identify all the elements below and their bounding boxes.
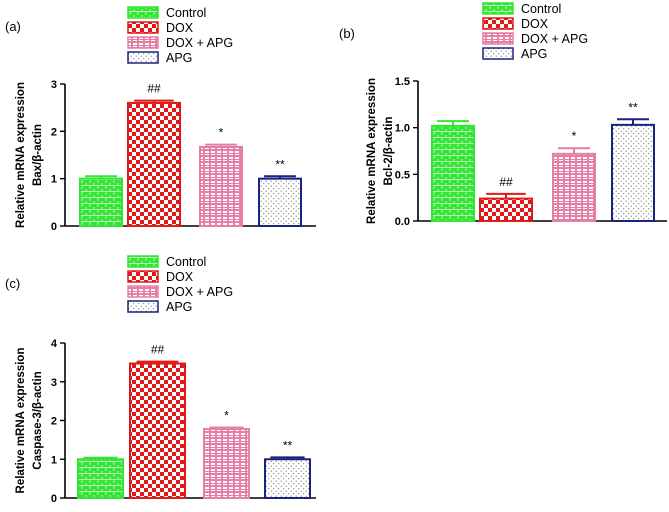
legend-label: APG	[166, 300, 192, 314]
legend-label: DOX	[521, 17, 549, 31]
legend-swatch	[127, 270, 159, 283]
panel-c: (c) 0 1 2 3 4 Relative mRNA expression Caspase-…	[5, 255, 316, 505]
legend-swatch	[482, 32, 514, 45]
legend-swatch	[127, 36, 159, 49]
y-tick-label: 1	[51, 454, 57, 466]
y-axis-label-line1: Relative mRNA expression	[15, 348, 27, 494]
bar-apg	[264, 458, 311, 499]
panel-a: (a) 0 1 2 3 Relative mRNA expression Bax/β-act…	[5, 6, 316, 233]
legend-swatch	[482, 47, 514, 60]
panel-label: (a)	[5, 19, 21, 34]
bar-control	[79, 177, 123, 228]
y-tick-label: 4	[51, 338, 58, 350]
bar-dox-apg	[199, 145, 243, 228]
y-tick-label: 3	[51, 79, 57, 91]
significance-label: **	[283, 438, 293, 452]
legend-swatch	[482, 17, 514, 30]
bar-dox-apg	[203, 428, 250, 499]
legend-label: DOX	[166, 21, 194, 35]
legend-label: Control	[521, 2, 561, 16]
bar-apg	[611, 123, 655, 222]
panel-b: (b) 0.0 0.5 1.0 1.5 Relative mRNA expression B…	[339, 2, 667, 228]
y-tick-label: 0	[51, 493, 57, 505]
y-axis-label-line2: Bcl-2/β-actin	[383, 116, 395, 185]
y-axis-label-line2: Caspase-3/β-actin	[32, 371, 44, 469]
y-tick-label: 1.5	[395, 76, 410, 88]
legend-swatch	[127, 21, 159, 34]
legend-swatch	[127, 255, 159, 268]
y-axis-label-line1: Relative mRNA expression	[15, 82, 27, 228]
significance-label: **	[628, 100, 638, 114]
legend-label: Control	[166, 255, 206, 269]
legend-label: Control	[166, 6, 206, 20]
bar-dox	[127, 101, 181, 227]
significance-label: ##	[151, 343, 165, 357]
legend-label: APG	[521, 47, 547, 61]
legend-swatch	[127, 6, 159, 19]
bar-dox	[479, 197, 533, 223]
legend-label: DOX + APG	[166, 36, 233, 50]
y-tick-label: 0.5	[395, 169, 410, 181]
significance-label: **	[275, 157, 285, 171]
y-tick-label: 1.0	[395, 123, 410, 135]
legend-label: DOX + APG	[521, 32, 588, 46]
y-tick-label: 1	[51, 174, 57, 186]
significance-label: *	[219, 126, 224, 140]
y-tick-label: 0	[51, 221, 57, 233]
significance-label: *	[224, 408, 229, 422]
legend-label: APG	[166, 51, 192, 65]
panel-label: (c)	[5, 276, 20, 291]
significance-label: *	[572, 129, 577, 143]
legend-label: DOX + APG	[166, 285, 233, 299]
significance-label: ##	[499, 175, 513, 189]
significance-label: ##	[147, 82, 161, 96]
bar-apg	[258, 177, 302, 228]
legend-swatch	[127, 300, 159, 313]
y-axis-label-line1: Relative mRNA expression	[366, 78, 378, 224]
y-tick-label: 0.0	[395, 216, 410, 228]
legend-label: DOX	[166, 270, 194, 284]
y-tick-label: 3	[51, 377, 57, 389]
bar-control	[77, 458, 124, 499]
bar-dox	[129, 362, 186, 499]
legend-swatch	[127, 51, 159, 64]
y-axis-label-line2: Bax/β-actin	[32, 124, 44, 186]
bar-dox-apg	[552, 152, 596, 222]
legend-swatch	[127, 285, 159, 298]
legend-swatch	[482, 2, 514, 15]
bar-control	[431, 124, 475, 222]
y-tick-label: 2	[51, 126, 57, 138]
panel-label: (b)	[339, 26, 355, 41]
y-tick-label: 2	[51, 416, 57, 428]
